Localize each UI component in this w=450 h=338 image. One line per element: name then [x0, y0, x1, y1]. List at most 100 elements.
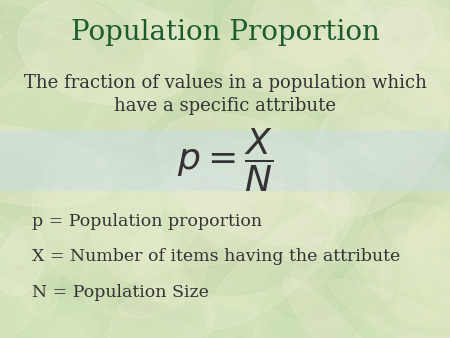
Ellipse shape	[0, 0, 144, 86]
Ellipse shape	[424, 153, 450, 272]
Ellipse shape	[102, 324, 152, 338]
Ellipse shape	[356, 153, 446, 272]
Ellipse shape	[38, 121, 162, 218]
Ellipse shape	[399, 94, 450, 164]
Ellipse shape	[107, 108, 214, 200]
Ellipse shape	[0, 269, 49, 329]
Ellipse shape	[108, 0, 226, 59]
Ellipse shape	[39, 136, 103, 247]
Ellipse shape	[0, 0, 38, 15]
Ellipse shape	[205, 199, 356, 329]
Ellipse shape	[80, 140, 164, 189]
Ellipse shape	[354, 0, 450, 47]
Ellipse shape	[55, 227, 148, 303]
Ellipse shape	[80, 233, 207, 318]
Ellipse shape	[169, 0, 223, 8]
Text: $p = \dfrac{X}{N}$: $p = \dfrac{X}{N}$	[177, 127, 273, 194]
Ellipse shape	[89, 228, 194, 338]
Ellipse shape	[364, 218, 426, 294]
Ellipse shape	[0, 222, 118, 290]
Ellipse shape	[118, 141, 330, 266]
Ellipse shape	[187, 233, 308, 315]
Ellipse shape	[339, 0, 420, 19]
Ellipse shape	[372, 275, 450, 338]
Ellipse shape	[0, 188, 119, 275]
Ellipse shape	[186, 166, 294, 225]
Ellipse shape	[0, 175, 136, 298]
Ellipse shape	[45, 228, 158, 291]
Ellipse shape	[300, 300, 385, 338]
Ellipse shape	[53, 310, 207, 338]
Ellipse shape	[133, 0, 213, 45]
Ellipse shape	[329, 279, 450, 338]
Ellipse shape	[249, 282, 341, 338]
Ellipse shape	[213, 215, 349, 295]
Ellipse shape	[226, 148, 342, 236]
Ellipse shape	[43, 140, 165, 239]
Ellipse shape	[355, 86, 450, 161]
Ellipse shape	[0, 76, 13, 157]
Ellipse shape	[0, 115, 89, 185]
Ellipse shape	[189, 263, 300, 338]
Ellipse shape	[266, 253, 355, 321]
Ellipse shape	[40, 272, 113, 338]
Text: p = Population proportion: p = Population proportion	[32, 213, 261, 230]
Ellipse shape	[209, 144, 330, 189]
Ellipse shape	[316, 77, 389, 147]
Ellipse shape	[0, 93, 55, 183]
Ellipse shape	[61, 160, 157, 200]
Ellipse shape	[414, 135, 450, 218]
Ellipse shape	[376, 304, 450, 338]
Ellipse shape	[217, 28, 337, 134]
Ellipse shape	[375, 7, 434, 66]
Ellipse shape	[0, 124, 114, 207]
Ellipse shape	[100, 222, 195, 306]
Ellipse shape	[24, 0, 115, 38]
Ellipse shape	[403, 133, 450, 216]
Ellipse shape	[429, 95, 450, 158]
Ellipse shape	[0, 19, 104, 97]
Ellipse shape	[0, 277, 33, 338]
Ellipse shape	[0, 96, 45, 155]
Ellipse shape	[102, 253, 207, 302]
Ellipse shape	[130, 0, 269, 34]
Ellipse shape	[140, 11, 252, 75]
Ellipse shape	[165, 21, 222, 139]
Ellipse shape	[0, 20, 100, 177]
Ellipse shape	[328, 248, 438, 313]
Ellipse shape	[195, 10, 265, 73]
Ellipse shape	[221, 0, 395, 115]
Ellipse shape	[333, 181, 393, 299]
Ellipse shape	[399, 238, 450, 299]
Ellipse shape	[445, 0, 450, 55]
Ellipse shape	[344, 248, 450, 338]
Ellipse shape	[29, 47, 127, 103]
Ellipse shape	[243, 280, 376, 338]
Ellipse shape	[376, 6, 450, 70]
Ellipse shape	[414, 252, 450, 316]
Ellipse shape	[2, 0, 94, 32]
Ellipse shape	[270, 218, 324, 257]
Ellipse shape	[76, 131, 168, 237]
Ellipse shape	[157, 0, 213, 120]
Ellipse shape	[0, 146, 118, 245]
Ellipse shape	[144, 239, 199, 294]
Ellipse shape	[43, 130, 139, 202]
Ellipse shape	[334, 276, 450, 338]
Text: Population Proportion: Population Proportion	[71, 19, 379, 46]
Ellipse shape	[126, 251, 200, 304]
Ellipse shape	[75, 94, 144, 131]
Ellipse shape	[90, 161, 180, 282]
Ellipse shape	[365, 138, 438, 185]
Ellipse shape	[358, 37, 450, 137]
Ellipse shape	[55, 62, 123, 120]
Ellipse shape	[32, 149, 162, 289]
Ellipse shape	[256, 182, 364, 262]
Ellipse shape	[333, 41, 421, 148]
Ellipse shape	[292, 237, 339, 290]
Ellipse shape	[0, 266, 14, 334]
Text: N = Population Size: N = Population Size	[32, 284, 208, 301]
Ellipse shape	[45, 153, 165, 260]
Text: have a specific attribute: have a specific attribute	[114, 97, 336, 116]
Ellipse shape	[18, 0, 196, 105]
